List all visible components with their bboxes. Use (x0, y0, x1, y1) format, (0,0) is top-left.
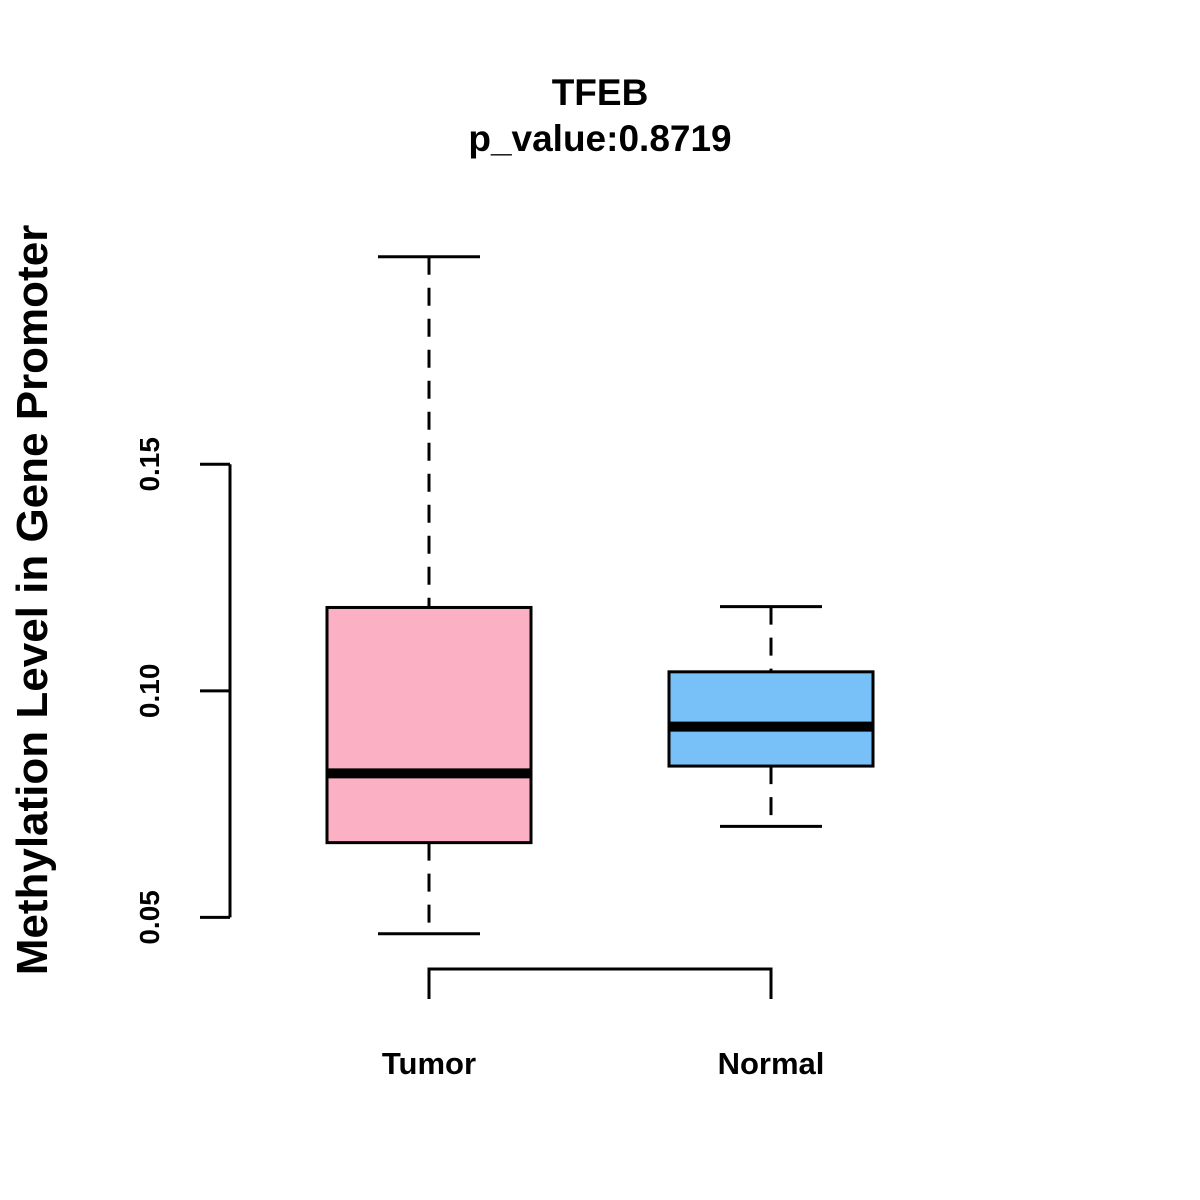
x-category-label: Normal (718, 1046, 825, 1081)
x-category-labels: Tumor Normal (382, 1046, 824, 1081)
iqr-box (325, 605, 533, 845)
chart-subtitle: p_value:0.8719 (468, 118, 731, 159)
y-axis: 0.05 0.10 0.15 (134, 437, 232, 945)
comparison-bracket (427, 967, 773, 999)
chart-title: TFEB (552, 72, 649, 113)
y-axis-label: Methylation Level in Gene Promoter (8, 225, 57, 976)
box-tumor (325, 255, 533, 936)
y-tick-label: 0.10 (134, 664, 165, 719)
box-normal (667, 605, 875, 828)
x-category-label: Tumor (382, 1046, 476, 1081)
y-tick-label: 0.05 (134, 890, 165, 945)
iqr-box (667, 670, 875, 768)
boxes (325, 255, 875, 936)
y-tick-label: 0.15 (134, 437, 165, 492)
